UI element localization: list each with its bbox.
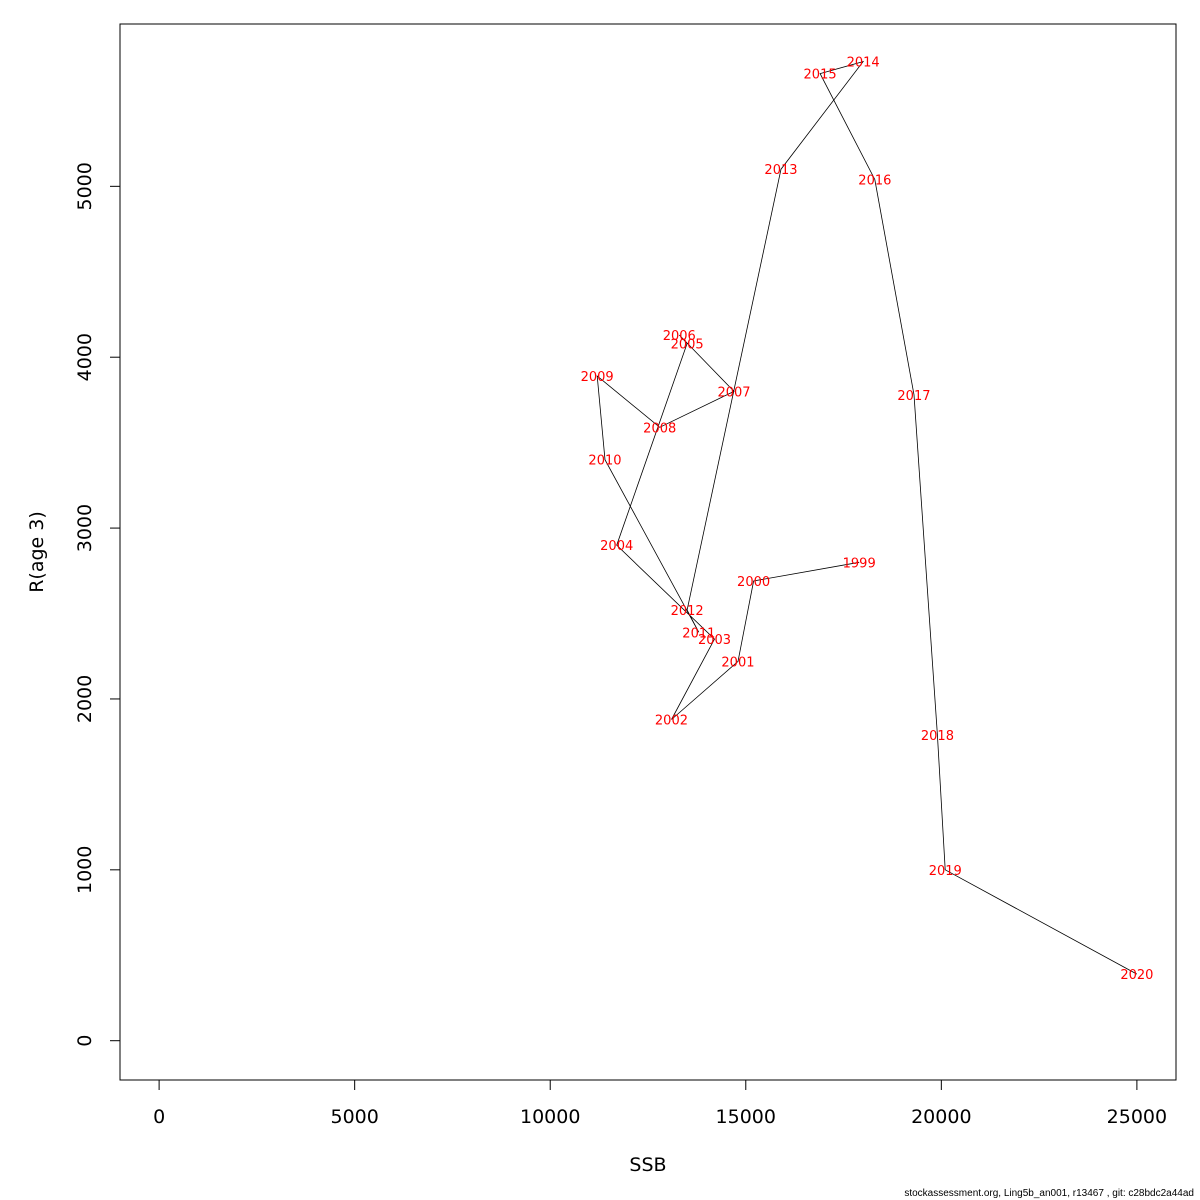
x-tick-label: 25000 xyxy=(1107,1106,1167,1128)
y-tick-label: 2000 xyxy=(74,675,96,723)
series-line xyxy=(596,60,1138,975)
point-label-2004: 2004 xyxy=(600,539,633,554)
point-label-2017: 2017 xyxy=(897,389,930,404)
point-label-2020: 2020 xyxy=(1120,968,1153,983)
point-label-2015: 2015 xyxy=(804,68,837,83)
point-label-1999: 1999 xyxy=(843,556,876,571)
point-label-2011: 2011 xyxy=(682,626,715,641)
point-label-2005: 2005 xyxy=(671,338,704,353)
x-tick-label: 0 xyxy=(153,1106,165,1128)
point-label-2003: 2003 xyxy=(698,633,731,648)
x-tick-label: 5000 xyxy=(330,1106,378,1128)
point-label-2006: 2006 xyxy=(663,329,696,344)
x-tick-label: 10000 xyxy=(520,1106,580,1128)
y-tick-label: 3000 xyxy=(74,504,96,552)
point-label-2007: 2007 xyxy=(717,385,750,400)
point-label-2019: 2019 xyxy=(929,864,962,879)
y-axis-label: R(age 3) xyxy=(26,511,48,593)
point-label-2000: 2000 xyxy=(737,575,770,590)
point-label-2014: 2014 xyxy=(847,56,880,71)
y-tick-label: 1000 xyxy=(74,846,96,894)
y-tick-label: 4000 xyxy=(74,333,96,381)
point-label-2008: 2008 xyxy=(643,421,676,436)
y-axis: 0 1000 2000 3000 4000 5000 xyxy=(74,162,121,1047)
x-tick-label: 15000 xyxy=(716,1106,776,1128)
x-axis: 0 5000 10000 15000 20000 25000 xyxy=(153,1079,1167,1128)
point-label-2012: 2012 xyxy=(671,604,704,619)
point-label-2002: 2002 xyxy=(655,713,688,728)
point-label-2016: 2016 xyxy=(858,173,891,188)
plot-area-frame xyxy=(119,23,1177,1081)
point-label-2010: 2010 xyxy=(588,454,621,469)
footer-note: stockassessment.org, Ling5b_an001, r1346… xyxy=(904,1188,1194,1199)
x-axis-label: SSB xyxy=(629,1154,666,1176)
point-label-2013: 2013 xyxy=(764,163,797,178)
point-label-2009: 2009 xyxy=(581,370,614,385)
point-label-2001: 2001 xyxy=(721,655,754,670)
point-label-2018: 2018 xyxy=(921,729,954,744)
y-tick-label: 0 xyxy=(74,1035,96,1047)
y-tick-label: 5000 xyxy=(74,162,96,210)
x-tick-label: 20000 xyxy=(911,1106,971,1128)
